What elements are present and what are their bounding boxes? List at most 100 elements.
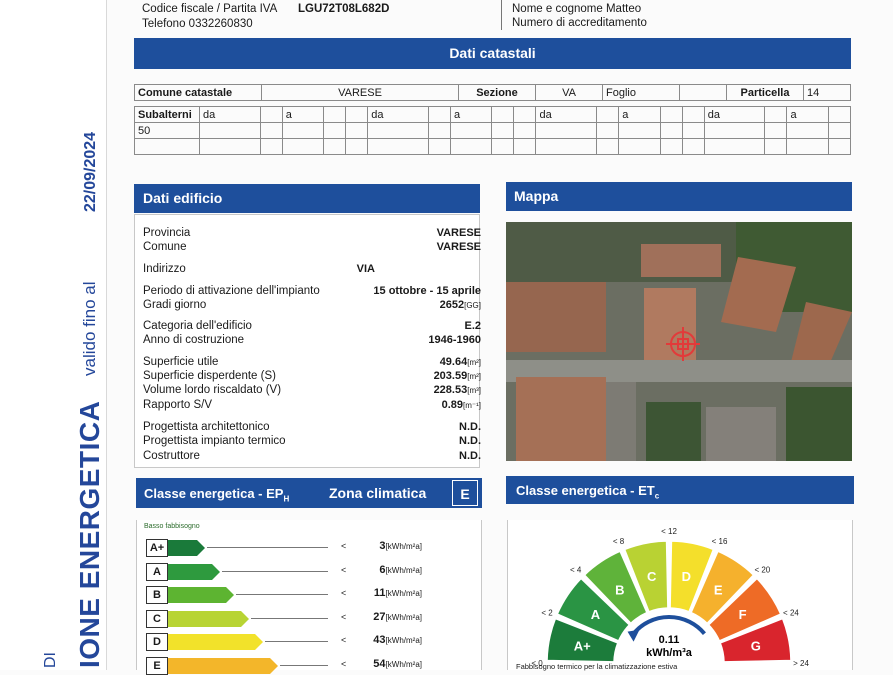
edificio-value: N.D. <box>290 421 481 433</box>
edificio-value-text: 2652 <box>439 299 465 311</box>
mappa-header: Mappa <box>506 182 852 211</box>
gauge-class-label: E <box>714 582 723 597</box>
ep-class-value-text: 43 <box>373 634 386 646</box>
dati-catastali-header: Dati catastali <box>134 38 851 69</box>
ep-class-label: A+ <box>146 539 168 557</box>
particella-label: Particella <box>726 84 804 101</box>
zona-climatica-label: Zona climatica <box>329 485 427 501</box>
ep-class-lt: < <box>341 564 347 575</box>
aerial-map-graphic <box>506 222 852 461</box>
subalterni-table: Subalterni da a da a da a da a 50 <box>134 106 852 155</box>
gauge-class-label: B <box>615 582 624 597</box>
ep-class-row: B <11[kWh/m²a] <box>146 586 436 604</box>
gauge-class-label: C <box>647 569 657 584</box>
gauge-class-label: A <box>591 607 601 622</box>
ep-class-value-text: 11 <box>373 587 386 599</box>
edificio-unit: [GG] <box>464 301 481 310</box>
ep-header-bar <box>136 478 482 508</box>
ep-class-value-text: 3 <box>379 540 386 552</box>
ep-class-label: D <box>146 633 168 651</box>
ep-class-unit: [kWh/m²a] <box>385 589 422 598</box>
gauge-tick-label: < 4 <box>570 566 582 575</box>
edificio-label: Costruttore <box>143 450 200 462</box>
ep-class-arrow <box>168 610 249 627</box>
edificio-value: N.D. <box>290 450 481 462</box>
et-header-bar <box>506 476 854 504</box>
gauge-segment <box>546 617 619 663</box>
edificio-value: 15 ottobre - 15 aprile <box>290 285 481 297</box>
ep-class-row: C <27[kWh/m²a] <box>146 609 436 628</box>
comune-label: Comune catastale <box>134 84 262 101</box>
ep-class-value: 6[kWh/m²a] <box>362 564 422 576</box>
edificio-label: Superficie utile <box>143 356 219 368</box>
gauge-segment <box>556 577 631 642</box>
edificio-unit: [m⁻¹] <box>463 401 481 410</box>
edificio-unit: [m²] <box>467 358 481 367</box>
et-footer: Fabbisogno termico per la climatizzazion… <box>516 662 678 671</box>
edificio-label: Indirizzo <box>143 263 186 275</box>
sub-a-4: a <box>786 106 829 123</box>
certificate-title-di: DI <box>42 652 59 668</box>
particella-value: 14 <box>803 84 851 101</box>
sub-a-2: a <box>449 106 493 123</box>
edificio-unit: [m²] <box>467 372 481 381</box>
ep-class-row: D <43[kWh/m²a] <box>146 633 436 651</box>
comune-value: VARESE <box>261 84 459 101</box>
ep-class-label: C <box>146 609 168 628</box>
edificio-label: Rapporto S/V <box>143 399 213 411</box>
ep-class-value: 54[kWh/m²a] <box>362 658 422 670</box>
catastali-table: Comune catastale VARESE Sezione VA Fogli… <box>134 84 851 101</box>
gauge-tick-label: < 0 <box>531 659 543 668</box>
gauge-segment <box>669 540 715 613</box>
ep-class-row: A+ <3[kWh/m²a] <box>146 539 436 557</box>
edificio-value: 0.89[m⁻¹] <box>290 399 481 411</box>
ep-class-value: 3[kWh/m²a] <box>362 540 422 552</box>
gauge-tick-label: < 8 <box>613 537 625 546</box>
gauge-segment <box>583 550 648 625</box>
ep-class-value-text: 54 <box>373 657 386 670</box>
nome-label: Nome e cognome Matteo <box>512 3 642 15</box>
ep-class-row: E <54[kWh/m²a] <box>146 656 436 675</box>
sub-value: 50 <box>134 122 200 139</box>
edificio-value-text: VIA <box>356 263 375 275</box>
edificio-value-text: VARESE <box>436 241 481 253</box>
codice-fiscale-label: Codice fiscale / Partita IVA <box>142 3 278 15</box>
edificio-value-text: N.D. <box>459 450 481 462</box>
gauge-class-label: D <box>682 569 691 584</box>
sub-da-3: da <box>535 106 598 123</box>
basso-fabbisogno: Basso fabbisogno <box>144 523 200 530</box>
edificio-value-text: E.2 <box>464 320 481 332</box>
gauge-class-label: A+ <box>574 639 591 654</box>
ep-class-lt: < <box>341 588 347 598</box>
edificio-value: VIA <box>330 263 375 275</box>
validity-label: valido fino al <box>80 281 99 376</box>
edificio-label: Comune <box>143 241 187 253</box>
subalterni-label: Subalterni <box>134 106 200 123</box>
ep-class-leader-line <box>222 570 328 572</box>
foglio-label: Foglio <box>602 84 680 101</box>
edificio-value-text: VARESE <box>436 227 481 239</box>
ep-class-value-text: 27 <box>373 610 386 623</box>
edificio-value-text: 15 ottobre - 15 aprile <box>373 285 481 297</box>
gauge-tick-label: < 12 <box>661 527 677 536</box>
gauge-unit: kWh/m³a <box>646 647 693 659</box>
ep-title: Classe energetica - EPH <box>144 486 290 504</box>
etc-gauge: A+ AB C D E F G < 0 < 2 < 4 < 8 < 12 < 16 < 20 < 24 > 2… <box>531 527 809 668</box>
edificio-value-text: N.D. <box>459 435 481 447</box>
edificio-value: N.D. <box>290 435 481 447</box>
edificio-value: 203.59[m²] <box>290 370 481 382</box>
gauge-tick-label: > 24 <box>793 659 809 668</box>
map-image <box>506 222 852 461</box>
edificio-unit: [m³] <box>467 386 481 395</box>
dati-edificio-panel <box>134 214 480 468</box>
ep-class-arrow <box>168 657 278 674</box>
ep-class-leader-line <box>251 617 328 619</box>
edificio-value-text: 228.53 <box>433 384 468 396</box>
ep-class-value-text: 6 <box>379 563 386 576</box>
ep-class-leader-line <box>236 594 328 595</box>
edificio-value: 49.64[m²] <box>290 356 481 368</box>
certificate-title: IONE ENERGETICA <box>74 400 105 668</box>
edificio-label: Gradi giorno <box>143 299 207 311</box>
codice-fiscale-value: LGU72T08L682D <box>298 3 390 15</box>
gauge-indicator-arc <box>632 615 706 635</box>
